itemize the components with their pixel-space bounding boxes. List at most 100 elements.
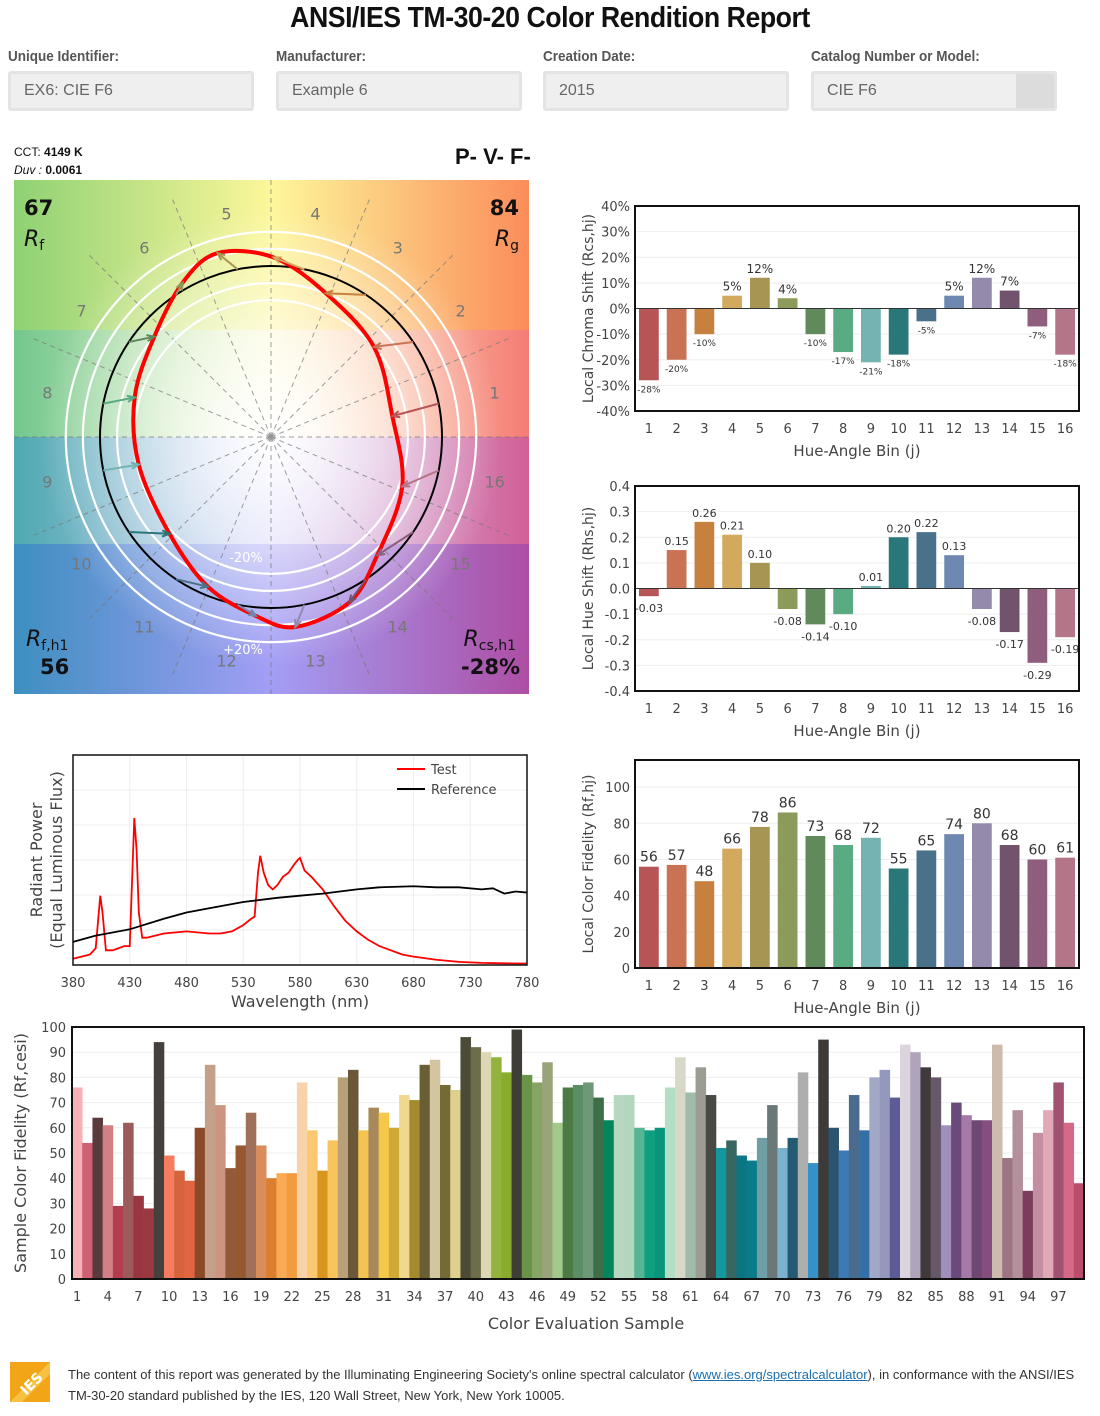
sample-bar-8 [143, 1208, 155, 1279]
shift-arrowhead [130, 461, 142, 470]
y-tick-label: 0 [622, 962, 630, 977]
sample-bar-12 [184, 1180, 195, 1279]
x-tick-label: 43 [498, 1290, 515, 1305]
sample-bar-15 [215, 1105, 226, 1279]
y-tick-label: 0.2 [609, 531, 630, 546]
sample-bar-34 [409, 1100, 420, 1279]
sample-bar-43 [501, 1072, 512, 1279]
x-tick-label: 5 [756, 702, 764, 717]
bar-bin-16 [1055, 857, 1075, 968]
x-tick-label: 2 [672, 422, 680, 437]
sample-bar-53 [603, 1120, 615, 1279]
y-tick-label: -0.1 [605, 608, 630, 623]
unique-identifier-input[interactable]: EX6: CIE F6 [8, 71, 254, 111]
x-tick-label: 46 [529, 1290, 546, 1305]
spectral-power-chart: 380 430 480 530 580 630 680 730 780 Test Reference… [27, 754, 539, 1011]
shift-arrowhead [126, 394, 138, 403]
x-tick-label: 4 [728, 422, 736, 437]
sample-bar-40 [470, 1047, 482, 1279]
sample-bar-70 [777, 1147, 788, 1279]
plot-frame [634, 759, 1080, 969]
sample-bar-6 [123, 1122, 134, 1279]
shift-arrowhead [146, 334, 157, 343]
unique-identifier-field-group: Unique Identifier: EX6: CIE F6 [8, 48, 254, 111]
shift-arrowhead [347, 594, 357, 605]
x-tick-label: 1 [645, 702, 653, 717]
x-axis-title: Hue-Angle Bin (j) [793, 999, 920, 1017]
sample-bar-4 [102, 1125, 114, 1279]
sample-bar-11 [174, 1170, 185, 1279]
plot-frame [634, 205, 1080, 412]
x-tick-label: 88 [958, 1290, 975, 1305]
ring-plus-label: +20% [223, 643, 263, 658]
sample-bar-76 [838, 1150, 850, 1279]
rg-value: 84 [490, 196, 519, 220]
bar-bin-3 [694, 521, 715, 589]
sample-bar-24 [307, 1130, 318, 1279]
hue-bin-spoke [270, 436, 512, 537]
sample-bar-22 [286, 1173, 298, 1279]
data-label: 56 [640, 850, 658, 866]
bar-bin-6 [777, 812, 798, 968]
bar-bin-15 [1027, 588, 1048, 663]
y-tick-label: 0.4 [609, 480, 630, 495]
ring-minus-label: -20% [229, 551, 263, 566]
x-tick-label: 58 [652, 1290, 669, 1305]
catalog-number-input[interactable]: CIE F6 [811, 71, 1057, 111]
data-label: 57 [668, 848, 686, 864]
data-label: 12% [969, 262, 996, 276]
x-tick-label: 6 [783, 422, 791, 437]
x-tick-label: 680 [401, 976, 426, 991]
sample-bar-44 [511, 1029, 523, 1279]
y-tick-label: 30 [49, 1197, 66, 1212]
data-label: 74 [945, 817, 963, 833]
x-tick-label: 16 [1057, 422, 1074, 437]
y-axis-title: Local Chroma Shift (Rcs,hj) [581, 214, 597, 403]
cct-label: CCT: [14, 145, 41, 159]
bar-bin-13 [972, 588, 992, 609]
x-tick-label: 16 [1057, 702, 1074, 717]
x-tick-label: 16 [1057, 979, 1074, 994]
bar-bin-15 [1027, 308, 1048, 327]
hue-bin-label: 13 [305, 652, 325, 671]
y-tick-label: 40 [613, 890, 630, 905]
y-tick-label: -0.2 [605, 634, 630, 649]
sample-bar-90 [981, 1120, 993, 1279]
sample-bar-2 [82, 1142, 93, 1279]
bar-bin-10 [888, 537, 909, 589]
data-label: 48 [695, 864, 713, 880]
sample-bar-88 [961, 1115, 972, 1279]
bar-bin-8 [833, 308, 853, 353]
x-tick-label: 4 [104, 1290, 112, 1305]
sample-bar-14 [204, 1064, 216, 1279]
x-tick-label: 3 [700, 422, 708, 437]
data-label: -21% [859, 367, 883, 377]
manufacturer-input[interactable]: Example 6 [276, 71, 522, 111]
bar-bin-7 [805, 588, 826, 625]
local-chroma-shift-chart: 40% 30% 20% 10% 0% -10% -20% -30% -40% 1 -28% 2 -20%… [581, 200, 1080, 460]
creation-date-field-group: Creation Date: 2015 [543, 48, 789, 111]
x-tick-label: 7 [811, 702, 819, 717]
x-tick-label: 73 [805, 1290, 822, 1305]
x-axis-title: Color Evaluation Sample [488, 1314, 684, 1330]
x-tick-label: 8 [839, 979, 847, 994]
page-title: ANSI/IES TM-30-20 Color Rendition Report [290, 2, 810, 34]
data-label: 73 [806, 819, 824, 835]
creation-date-input[interactable]: 2015 [543, 71, 789, 111]
catalog-scrollbar[interactable] [1016, 74, 1054, 108]
sample-bar-63 [705, 1095, 717, 1279]
hue-bin-label: 15 [450, 555, 470, 574]
data-label: -0.10 [829, 620, 857, 633]
sample-bar-23 [296, 1082, 308, 1279]
spectral-calculator-link[interactable]: www.ies.org/spectralcalculator [692, 1367, 868, 1382]
legend-label: Reference [431, 783, 496, 798]
bar-bin-14 [999, 290, 1020, 309]
data-label: 66 [723, 832, 741, 848]
x-tick-label: 82 [897, 1290, 914, 1305]
y-axis-subtitle: (Equal Luminous Flux) [47, 771, 66, 949]
bar-bin-4 [722, 848, 742, 968]
sample-bar-60 [675, 1057, 686, 1279]
hue-bin-spoke [270, 436, 456, 622]
